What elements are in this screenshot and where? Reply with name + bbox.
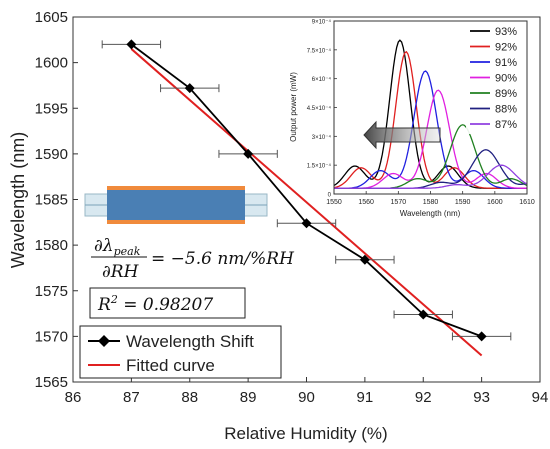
inset-legend-label: 87%	[495, 119, 517, 131]
slope-subscript: peak	[114, 245, 141, 258]
main-y-tick-label: 1565	[35, 374, 68, 391]
data-point	[184, 83, 195, 94]
inset-legend-label: 90%	[495, 73, 517, 85]
fiber-sensor-illustration	[84, 186, 268, 224]
main-x-tick-label: 90	[298, 389, 315, 406]
r-squared-symbol: R	[97, 295, 111, 315]
main-y-tick-label: 1575	[35, 283, 68, 300]
inset-y-tick-label: 0	[328, 193, 332, 199]
r-squared-text: R2 = 0.98207	[97, 293, 213, 315]
inset-legend-label: 92%	[495, 42, 517, 54]
main-x-tick-label: 91	[357, 389, 374, 406]
inset-y-tick-label: 9×10⁻⁴	[312, 19, 332, 26]
data-point	[418, 309, 429, 320]
data-point	[243, 148, 254, 159]
main-y-axis-label: Wavelength (nm)	[8, 132, 28, 268]
main-x-tick-label: 92	[415, 389, 432, 406]
r-squared-exponent: 2	[110, 293, 118, 306]
main-x-tick-label: 88	[181, 389, 198, 406]
inset-x-tick-label: 1570	[391, 199, 407, 206]
slope-equation: ∂λpeak ∂RH = −5.6 nm/%RH	[91, 236, 295, 282]
main-y-tick-label: 1600	[35, 55, 68, 72]
main-x-axis-label: Relative Humidity (%)	[224, 424, 387, 443]
legend-wavelength-shift-marker	[98, 335, 110, 347]
inset-legend-label: 89%	[495, 88, 517, 100]
inset-y-tick-label: 4.5×10⁻⁴	[307, 105, 332, 112]
main-legend-frame	[79, 325, 282, 379]
inset-y-axis-label: Output power (mW)	[289, 72, 298, 142]
inset-y-tick-label: 3×10⁻⁴	[312, 134, 332, 141]
inset-x-tick-label: 1580	[423, 199, 439, 206]
inset-x-tick-label: 1550	[326, 199, 342, 206]
data-point	[476, 331, 487, 342]
legend-wavelength-shift-label: Wavelength Shift	[126, 332, 254, 351]
main-legend: Wavelength Shift Fitted curve	[79, 325, 282, 379]
main-x-axis: 86 87 88 89 90 91 92 93 94	[65, 377, 549, 406]
shift-arrow	[363, 120, 441, 150]
main-series-layer	[101, 39, 512, 357]
slope-numerator-text: ∂λ	[94, 236, 114, 256]
main-y-tick-label: 1595	[35, 100, 68, 117]
main-y-tick-label: 1570	[35, 328, 68, 345]
inset-legend-label: 91%	[495, 57, 517, 69]
inset-frame	[333, 20, 528, 195]
legend-fitted-curve-label: Fitted curve	[126, 356, 215, 375]
main-x-tick-label: 89	[240, 389, 257, 406]
inset-y-axis: 0 1.5×10⁻⁴ 3×10⁻⁴ 4.5×10⁻⁴ 6×10⁻⁴ 7.5×10⁻⁴ 9×1…	[307, 19, 337, 199]
main-x-tick-label: 94	[532, 389, 549, 406]
slope-denominator: ∂RH	[102, 262, 140, 282]
main-y-tick-label: 1605	[35, 9, 68, 26]
main-x-tick-label: 93	[473, 389, 490, 406]
data-point	[301, 218, 312, 229]
main-y-axis: 1565 1570 1575 1580 1585 1590 1595 1600 1605	[35, 9, 78, 391]
inset-legend-label: 93%	[495, 26, 517, 38]
inset-x-tick-label: 1600	[487, 199, 503, 206]
fiber-cladding	[107, 190, 245, 220]
main-y-tick-label: 1580	[35, 237, 68, 254]
inset-y-tick-label: 1.5×10⁻⁴	[307, 163, 332, 170]
inset-curve-87pct	[334, 164, 528, 189]
inset-curve-91pct	[334, 70, 527, 189]
slope-numerator: ∂λpeak	[94, 236, 141, 258]
inset-legend: 93% 92% 91% 90% 89% 88% 87%	[466, 22, 526, 134]
inset-curves-layer	[333, 39, 528, 189]
inset-x-tick-label: 1590	[455, 199, 471, 206]
data-point	[126, 39, 137, 50]
r-squared-value: = 0.98207	[118, 295, 214, 315]
main-y-tick-label: 1585	[35, 192, 68, 209]
inset-x-tick-label: 1560	[358, 199, 374, 206]
main-x-tick-label: 87	[123, 389, 140, 406]
fitted-curve-line	[130, 48, 483, 357]
main-x-tick-label: 86	[65, 389, 82, 406]
slope-value: = −5.6 nm/%RH	[151, 249, 295, 269]
main-y-tick-label: 1590	[35, 146, 68, 163]
inset-x-axis-label: Wavelength (nm)	[400, 209, 461, 218]
inset-x-tick-label: 1610	[519, 199, 535, 206]
inset-spectrum-plot: 1550 1560 1570 1580 1590 1600 1610 0 1.5×10⁻⁴ 3×…	[289, 19, 535, 219]
inset-legend-label: 88%	[495, 104, 517, 116]
r-squared-frame	[89, 287, 246, 319]
inset-y-tick-label: 7.5×10⁻⁴	[307, 47, 332, 54]
r-squared-box: R2 = 0.98207	[89, 287, 246, 319]
data-point	[359, 254, 370, 265]
inset-y-tick-label: 6×10⁻⁴	[312, 76, 332, 83]
inset-curve-92pct	[333, 50, 527, 189]
